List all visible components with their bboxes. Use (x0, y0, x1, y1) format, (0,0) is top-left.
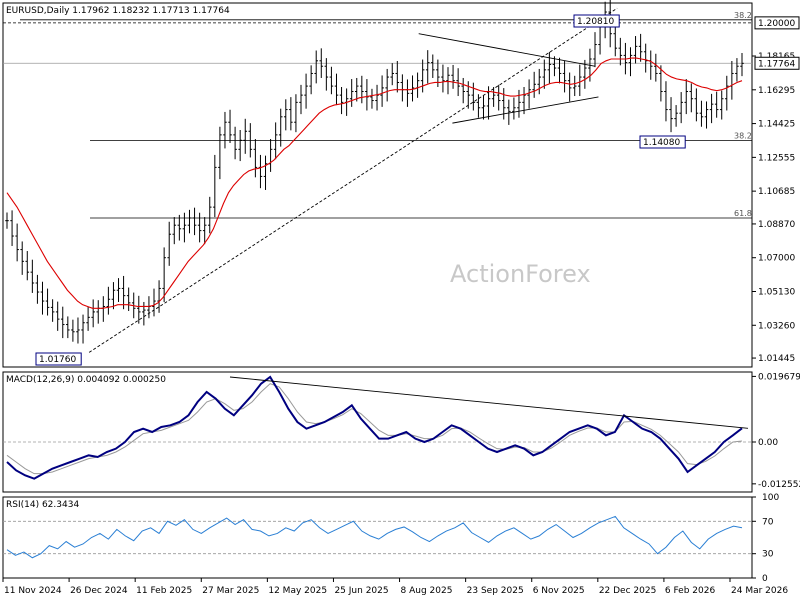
macd-y-tick-label: 0.00 (758, 438, 778, 448)
x-tick-label: 6 Nov 2025 (533, 586, 585, 596)
x-tick-label: 26 Dec 2024 (70, 586, 128, 596)
x-tick-label: 22 Dec 2025 (599, 586, 657, 596)
price-y-tick-label: 1.07000 (758, 254, 795, 264)
ema-line (6, 57, 743, 309)
rsi-panel-title: RSI(14) 62.3434 (6, 500, 79, 510)
high-label-box (573, 14, 620, 28)
macd-panel-title: MACD(12,26,9) 0.004092 0.000250 (6, 375, 166, 385)
price-y-tick-label: 1.03260 (758, 321, 795, 331)
price-y-tick-label: 1.14425 (758, 120, 795, 130)
trendline-long-term-support (88, 7, 618, 353)
x-tick-label: 23 Sep 2025 (467, 586, 524, 596)
rsi-y-tick-label: 100 (762, 493, 779, 503)
price-tag-1-2000-box (754, 16, 800, 30)
low-label-2-box (35, 352, 82, 366)
price-tag-current: 1.17764 (758, 59, 795, 69)
x-tick-label: 6 Feb 2026 (665, 586, 716, 596)
x-tick-label: 11 Feb 2025 (136, 586, 192, 596)
rsi-panel-frame (2, 496, 753, 579)
watermark: ActionForex (450, 260, 591, 288)
x-tick-label: 12 May 2025 (268, 586, 327, 596)
price-y-tick-label: 1.01445 (758, 354, 795, 364)
macd-line (6, 375, 743, 480)
rsi-y-tick-label: 30 (762, 550, 774, 560)
rsi-y-tick-label: 0 (762, 574, 768, 584)
rsi-line (6, 515, 743, 559)
fib-level-label: 38.2 (734, 132, 752, 141)
x-tick-label: 24 Mar 2026 (731, 586, 788, 596)
macd-signal-line (6, 383, 743, 475)
rsi-y-tick-label: 70 (762, 517, 774, 527)
x-tick-label: 27 Mar 2025 (202, 586, 259, 596)
fib-level-label: 61.8 (734, 209, 752, 218)
x-tick-label: 8 Aug 2025 (401, 586, 453, 596)
fib-level-label: 38.2 (734, 11, 752, 20)
price-y-tick-label: 1.05130 (758, 287, 795, 297)
price-panel-title: EURUSD,Daily 1.17962 1.18232 1.17713 1.1… (6, 6, 230, 16)
macd-y-tick-label: 0.019679 (758, 372, 800, 382)
price-y-tick-label: 1.08870 (758, 220, 795, 230)
price-tag-1-2000: 1.20000 (758, 19, 795, 29)
low-label-2: 1.01760 (39, 355, 76, 365)
low-label-1: 1.14080 (643, 138, 680, 148)
price-y-tick-label: 1.12555 (758, 153, 795, 163)
trendline-triangle-upper (418, 33, 595, 67)
price-y-tick-label: 1.10685 (758, 187, 795, 197)
x-tick-label: 25 Jun 2025 (334, 586, 388, 596)
macd-panel-frame (2, 371, 753, 493)
macd-trendline (229, 376, 749, 429)
x-tick-label: 11 Nov 2024 (4, 586, 62, 596)
low-label-1-box (639, 135, 686, 149)
price-panel-frame (2, 2, 753, 368)
trendline-triangle-lower (452, 96, 599, 124)
high-label: 1.20810 (577, 17, 614, 27)
price-y-tick-label: 1.16295 (758, 86, 795, 96)
macd-y-tick-label: -0.012552 (758, 480, 800, 490)
price-tag-current-box (754, 56, 800, 70)
